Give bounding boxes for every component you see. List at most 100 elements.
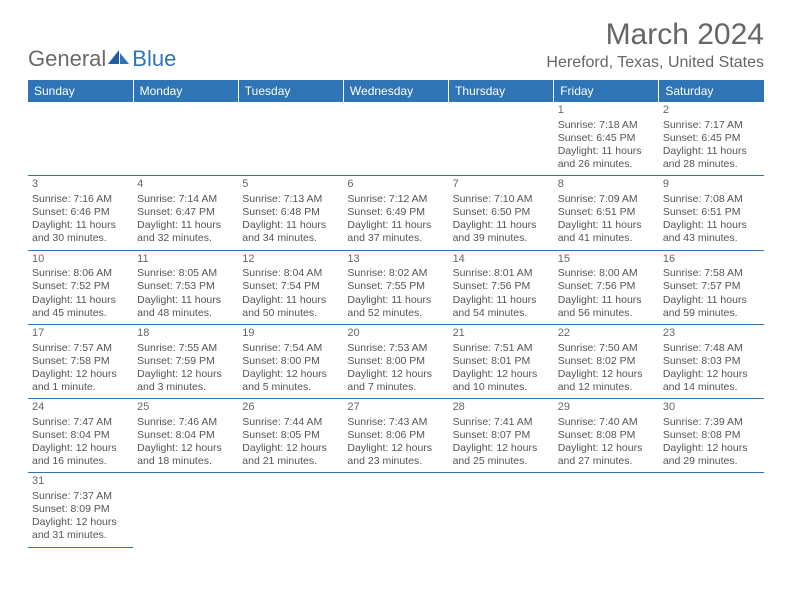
calendar-cell: 26Sunrise: 7:44 AMSunset: 8:05 PMDayligh… — [238, 399, 343, 473]
calendar-cell: 6Sunrise: 7:12 AMSunset: 6:49 PMDaylight… — [343, 176, 448, 250]
detail-line: Sunrise: 7:50 AM — [558, 342, 655, 355]
calendar-cell: 4Sunrise: 7:14 AMSunset: 6:47 PMDaylight… — [133, 176, 238, 250]
day-details: Sunrise: 7:47 AMSunset: 8:04 PMDaylight:… — [32, 416, 129, 469]
calendar-week-row: 17Sunrise: 7:57 AMSunset: 7:58 PMDayligh… — [28, 324, 764, 398]
detail-line: and 41 minutes. — [558, 232, 655, 245]
detail-line: Sunrise: 7:47 AM — [32, 416, 129, 429]
calendar-cell: 23Sunrise: 7:48 AMSunset: 8:03 PMDayligh… — [659, 324, 764, 398]
calendar-cell: 14Sunrise: 8:01 AMSunset: 7:56 PMDayligh… — [449, 250, 554, 324]
detail-line: Daylight: 11 hours — [453, 219, 550, 232]
detail-line: and 28 minutes. — [663, 158, 760, 171]
detail-line: Sunset: 6:45 PM — [558, 132, 655, 145]
detail-line: Sunset: 6:51 PM — [558, 206, 655, 219]
day-details: Sunrise: 7:50 AMSunset: 8:02 PMDaylight:… — [558, 342, 655, 395]
calendar-cell — [28, 102, 133, 176]
detail-line: Sunset: 6:51 PM — [663, 206, 760, 219]
calendar-cell — [554, 473, 659, 547]
detail-line: Daylight: 11 hours — [137, 294, 234, 307]
day-details: Sunrise: 7:39 AMSunset: 8:08 PMDaylight:… — [663, 416, 760, 469]
calendar-cell — [238, 102, 343, 176]
calendar-cell: 10Sunrise: 8:06 AMSunset: 7:52 PMDayligh… — [28, 250, 133, 324]
day-number: 28 — [453, 401, 550, 415]
detail-line: and 14 minutes. — [663, 381, 760, 394]
detail-line: Sunrise: 7:58 AM — [663, 267, 760, 280]
detail-line: Sunset: 6:45 PM — [663, 132, 760, 145]
weekday-header: Friday — [554, 80, 659, 102]
calendar-cell — [659, 473, 764, 547]
detail-line: Daylight: 12 hours — [32, 368, 129, 381]
detail-line: Sunrise: 7:08 AM — [663, 193, 760, 206]
detail-line: Daylight: 11 hours — [347, 294, 444, 307]
detail-line: Daylight: 12 hours — [242, 368, 339, 381]
detail-line: Sunrise: 7:43 AM — [347, 416, 444, 429]
detail-line: Sunset: 7:59 PM — [137, 355, 234, 368]
detail-line: and 30 minutes. — [32, 232, 129, 245]
weekday-header: Thursday — [449, 80, 554, 102]
weekday-header: Saturday — [659, 80, 764, 102]
detail-line: Sunset: 6:47 PM — [137, 206, 234, 219]
sail-icon — [108, 46, 130, 72]
month-title: March 2024 — [546, 18, 764, 52]
weekday-header-row: SundayMondayTuesdayWednesdayThursdayFrid… — [28, 80, 764, 102]
day-number: 24 — [32, 401, 129, 415]
day-number: 12 — [242, 253, 339, 267]
detail-line: Daylight: 11 hours — [32, 219, 129, 232]
day-number: 15 — [558, 253, 655, 267]
detail-line: Daylight: 11 hours — [242, 294, 339, 307]
day-number: 23 — [663, 327, 760, 341]
detail-line: Sunset: 8:06 PM — [347, 429, 444, 442]
detail-line: Sunrise: 7:14 AM — [137, 193, 234, 206]
calendar-cell: 5Sunrise: 7:13 AMSunset: 6:48 PMDaylight… — [238, 176, 343, 250]
logo: General Blue — [28, 46, 176, 72]
detail-line: and 59 minutes. — [663, 307, 760, 320]
calendar-week-row: 10Sunrise: 8:06 AMSunset: 7:52 PMDayligh… — [28, 250, 764, 324]
detail-line: Daylight: 11 hours — [137, 219, 234, 232]
day-number: 21 — [453, 327, 550, 341]
detail-line: Daylight: 12 hours — [32, 442, 129, 455]
day-details: Sunrise: 7:40 AMSunset: 8:08 PMDaylight:… — [558, 416, 655, 469]
detail-line: and 26 minutes. — [558, 158, 655, 171]
day-number: 7 — [453, 178, 550, 192]
day-details: Sunrise: 8:05 AMSunset: 7:53 PMDaylight:… — [137, 267, 234, 320]
day-details: Sunrise: 7:54 AMSunset: 8:00 PMDaylight:… — [242, 342, 339, 395]
day-number: 31 — [32, 475, 129, 489]
day-details: Sunrise: 7:48 AMSunset: 8:03 PMDaylight:… — [663, 342, 760, 395]
day-details: Sunrise: 7:51 AMSunset: 8:01 PMDaylight:… — [453, 342, 550, 395]
detail-line: Sunrise: 7:48 AM — [663, 342, 760, 355]
calendar-cell — [449, 102, 554, 176]
detail-line: Sunset: 8:05 PM — [242, 429, 339, 442]
detail-line: and 5 minutes. — [242, 381, 339, 394]
detail-line: Sunrise: 7:53 AM — [347, 342, 444, 355]
detail-line: Sunrise: 7:41 AM — [453, 416, 550, 429]
detail-line: Sunrise: 7:51 AM — [453, 342, 550, 355]
detail-line: Sunset: 7:55 PM — [347, 280, 444, 293]
detail-line: Sunrise: 7:09 AM — [558, 193, 655, 206]
weekday-header: Wednesday — [343, 80, 448, 102]
detail-line: Sunrise: 7:18 AM — [558, 119, 655, 132]
detail-line: Sunset: 8:07 PM — [453, 429, 550, 442]
detail-line: Sunset: 7:56 PM — [558, 280, 655, 293]
day-details: Sunrise: 7:08 AMSunset: 6:51 PMDaylight:… — [663, 193, 760, 246]
detail-line: Daylight: 11 hours — [558, 145, 655, 158]
day-number: 29 — [558, 401, 655, 415]
day-details: Sunrise: 7:43 AMSunset: 8:06 PMDaylight:… — [347, 416, 444, 469]
day-number: 3 — [32, 178, 129, 192]
calendar-cell: 16Sunrise: 7:58 AMSunset: 7:57 PMDayligh… — [659, 250, 764, 324]
detail-line: Sunrise: 7:44 AM — [242, 416, 339, 429]
detail-line: Sunrise: 7:55 AM — [137, 342, 234, 355]
detail-line: Daylight: 12 hours — [347, 368, 444, 381]
detail-line: Sunrise: 8:06 AM — [32, 267, 129, 280]
detail-line: Sunset: 7:58 PM — [32, 355, 129, 368]
detail-line: Sunrise: 7:54 AM — [242, 342, 339, 355]
detail-line: and 45 minutes. — [32, 307, 129, 320]
detail-line: Sunset: 7:57 PM — [663, 280, 760, 293]
day-number: 17 — [32, 327, 129, 341]
calendar-cell: 28Sunrise: 7:41 AMSunset: 8:07 PMDayligh… — [449, 399, 554, 473]
detail-line: and 10 minutes. — [453, 381, 550, 394]
detail-line: Sunrise: 7:17 AM — [663, 119, 760, 132]
day-details: Sunrise: 8:04 AMSunset: 7:54 PMDaylight:… — [242, 267, 339, 320]
day-details: Sunrise: 7:55 AMSunset: 7:59 PMDaylight:… — [137, 342, 234, 395]
day-details: Sunrise: 7:44 AMSunset: 8:05 PMDaylight:… — [242, 416, 339, 469]
detail-line: Sunset: 7:54 PM — [242, 280, 339, 293]
detail-line: and 23 minutes. — [347, 455, 444, 468]
